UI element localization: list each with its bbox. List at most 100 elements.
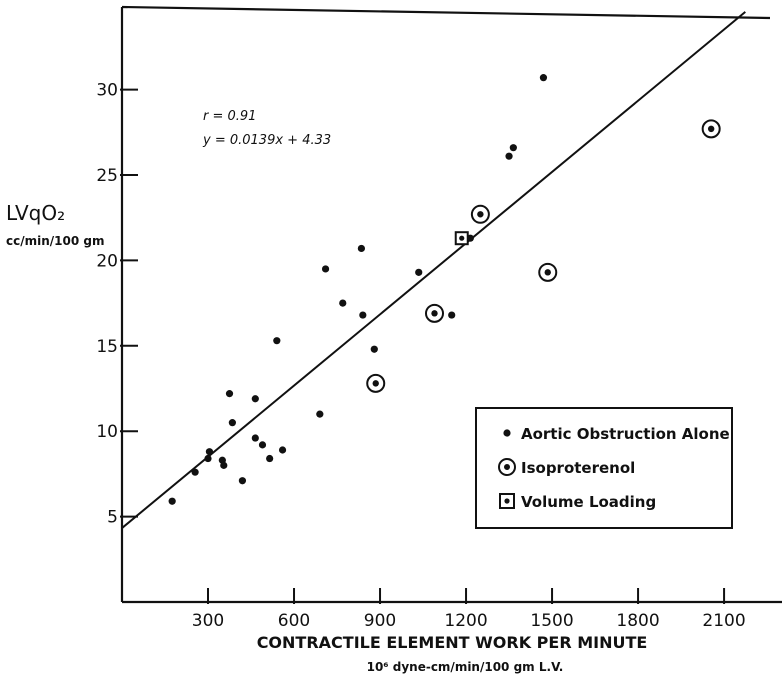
ring-mark bbox=[470, 204, 490, 224]
regression-line-group bbox=[121, 11, 746, 529]
y-tick-label-30: 30 bbox=[96, 81, 118, 101]
y-tick-label-5: 5 bbox=[107, 508, 118, 528]
point-circled-dot-0 bbox=[366, 373, 386, 393]
dot-mark bbox=[205, 448, 214, 456]
plot-frame bbox=[120, 5, 782, 604]
ring-center-mark bbox=[544, 269, 551, 276]
point-dot-2 bbox=[204, 454, 212, 463]
point-dot-16 bbox=[321, 265, 330, 273]
x-tick-label-900: 900 bbox=[364, 611, 396, 631]
point-dot-25 bbox=[509, 144, 517, 152]
x-tick-label-600: 600 bbox=[278, 611, 310, 631]
regression-annotations: r = 0.91 y = 0.0139x + 4.33 bbox=[202, 109, 331, 148]
dot-mark bbox=[448, 311, 456, 319]
x-tick-label-1500: 1500 bbox=[530, 611, 573, 631]
point-dot-17 bbox=[339, 299, 347, 307]
x-axis-title: CONTRACTILE ELEMENT WORK PER MINUTE 10⁶ … bbox=[257, 633, 648, 674]
x-tick-label-1800: 1800 bbox=[616, 611, 659, 631]
point-dot-13 bbox=[273, 337, 281, 345]
point-dot-10 bbox=[251, 434, 259, 442]
point-dot-20 bbox=[370, 345, 378, 353]
dot-mark bbox=[225, 390, 234, 398]
y-axis-ticks: 5 10 15 20 25 30 bbox=[96, 81, 138, 528]
dot-mark bbox=[505, 152, 513, 160]
point-dot-24 bbox=[505, 152, 513, 160]
dot-mark bbox=[168, 497, 176, 505]
point-circled-dot-2 bbox=[470, 204, 490, 224]
point-dot-9 bbox=[251, 395, 259, 403]
ring-center-mark bbox=[431, 310, 438, 317]
point-dot-6 bbox=[225, 390, 234, 398]
dot-mark bbox=[539, 74, 548, 82]
ring-center-mark bbox=[707, 125, 715, 133]
y-axis-title: LVqO₂ cc/min/100 gm bbox=[6, 201, 104, 248]
y-axis-label: LVqO₂ bbox=[6, 201, 65, 225]
legend-marker-circled-center bbox=[504, 464, 510, 470]
ring-mark bbox=[538, 262, 558, 282]
dot-mark bbox=[273, 337, 281, 345]
point-dot-1 bbox=[191, 468, 199, 476]
dot-mark bbox=[251, 395, 259, 403]
dot-mark bbox=[228, 419, 236, 427]
dot-mark bbox=[266, 454, 274, 463]
x-tick-label-2100: 2100 bbox=[702, 611, 745, 631]
point-dot-8 bbox=[238, 477, 247, 485]
dot-mark bbox=[191, 468, 199, 476]
point-dot-18 bbox=[357, 244, 365, 253]
legend-label-isoproterenol: Isoproterenol bbox=[521, 459, 635, 477]
dot-mark bbox=[251, 434, 259, 442]
dot-mark bbox=[321, 265, 330, 273]
point-dot-5 bbox=[220, 461, 228, 469]
point-dot-15 bbox=[316, 410, 324, 418]
dot-mark bbox=[370, 345, 378, 353]
dot-mark bbox=[509, 144, 517, 152]
y-tick-label-10: 10 bbox=[96, 422, 118, 442]
point-circled-dot-4 bbox=[701, 119, 721, 139]
dot-mark bbox=[220, 461, 228, 469]
dot-mark bbox=[278, 446, 287, 454]
y-tick-label-20: 20 bbox=[96, 251, 118, 271]
regression-line bbox=[121, 11, 746, 529]
x-axis-ticks: 300 600 900 1200 1500 1800 2100 bbox=[192, 588, 746, 631]
point-dot-19 bbox=[359, 311, 367, 319]
x-axis-label: CONTRACTILE ELEMENT WORK PER MINUTE bbox=[257, 633, 648, 652]
annotation-r: r = 0.91 bbox=[203, 109, 256, 124]
x-tick-label-300: 300 bbox=[192, 611, 224, 631]
legend-marker-box bbox=[499, 493, 515, 509]
x-axis-units: 10⁶ dyne-cm/min/100 gm L.V. bbox=[367, 660, 564, 674]
point-dot-21 bbox=[415, 268, 423, 276]
data-points bbox=[168, 74, 721, 505]
legend-marker-circled-ring bbox=[498, 458, 516, 476]
legend: Aortic Obstruction Alone Isoproterenol V… bbox=[475, 407, 733, 529]
ring-center-mark bbox=[372, 380, 379, 387]
legend-box bbox=[475, 407, 733, 529]
point-dot-12 bbox=[266, 454, 274, 463]
point-dot-7 bbox=[228, 419, 236, 427]
point-boxed-dot-0 bbox=[454, 231, 469, 246]
legend-marker-box-center bbox=[504, 498, 510, 504]
point-dot-11 bbox=[258, 441, 267, 449]
legend-label-volume: Volume Loading bbox=[521, 493, 656, 511]
ring-center-mark bbox=[477, 211, 484, 218]
ring-mark bbox=[425, 303, 445, 323]
y-axis-units: cc/min/100 gm bbox=[6, 234, 104, 248]
top-border-line bbox=[121, 5, 771, 20]
legend-label-aortic: Aortic Obstruction Alone bbox=[521, 425, 730, 443]
point-dot-14 bbox=[278, 446, 287, 454]
dot-mark bbox=[357, 244, 365, 253]
point-dot-22 bbox=[448, 311, 456, 319]
y-tick-label-15: 15 bbox=[96, 337, 118, 357]
dot-mark bbox=[258, 441, 267, 449]
dot-mark bbox=[339, 299, 347, 307]
point-dot-3 bbox=[205, 448, 214, 456]
dot-mark bbox=[359, 311, 367, 319]
box-center-mark bbox=[459, 235, 465, 241]
ring-mark bbox=[701, 119, 721, 139]
point-circled-dot-1 bbox=[425, 303, 445, 323]
y-tick-label-25: 25 bbox=[96, 166, 118, 186]
dot-mark bbox=[415, 268, 423, 276]
annotation-equation: y = 0.0139x + 4.33 bbox=[202, 133, 331, 148]
dot-mark bbox=[204, 454, 212, 463]
ring-mark bbox=[366, 373, 386, 393]
